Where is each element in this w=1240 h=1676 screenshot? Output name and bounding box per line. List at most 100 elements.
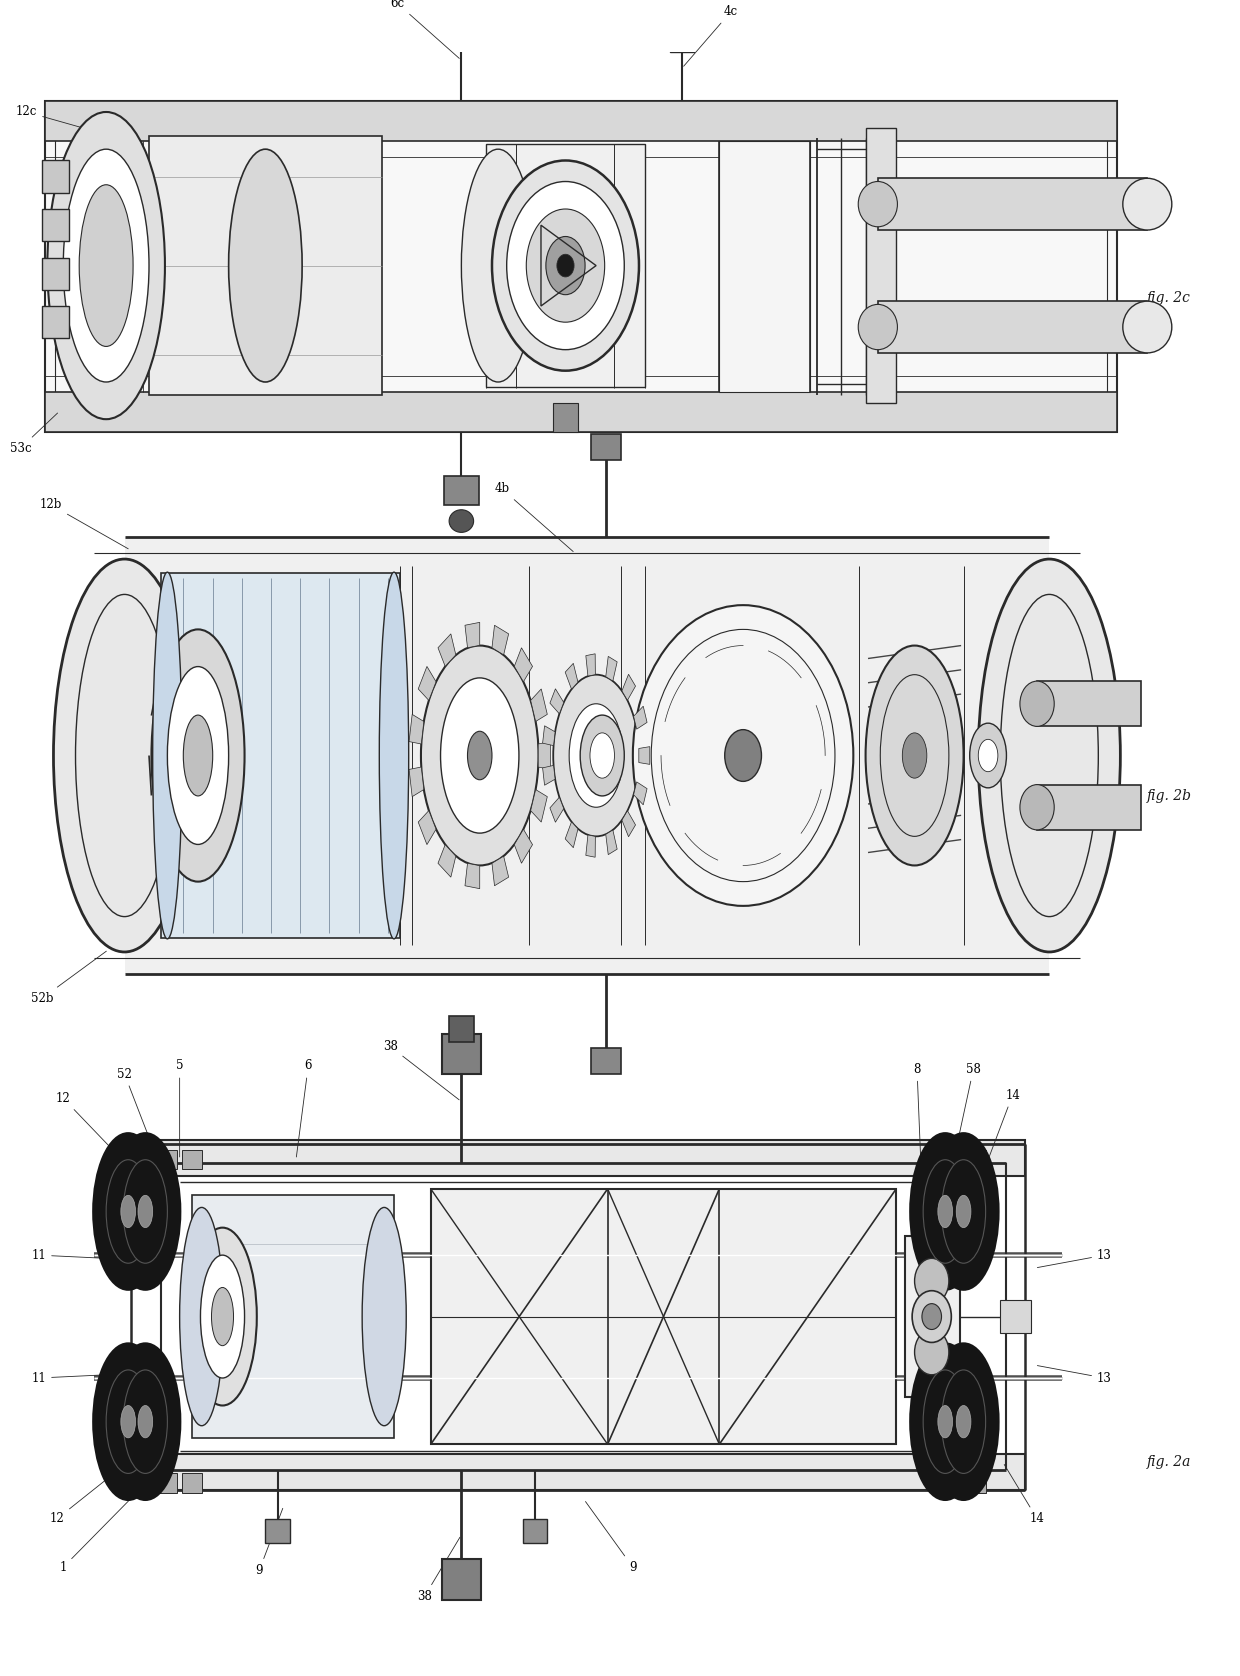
Text: 6c: 6c <box>391 0 459 59</box>
Ellipse shape <box>112 1344 180 1500</box>
Bar <box>42 161 69 193</box>
Ellipse shape <box>724 729 761 781</box>
Text: 13: 13 <box>1038 1249 1112 1267</box>
Bar <box>42 210 69 241</box>
Text: 58: 58 <box>955 1063 981 1156</box>
Polygon shape <box>492 856 508 887</box>
Ellipse shape <box>929 1344 998 1500</box>
Ellipse shape <box>911 1344 980 1500</box>
Bar <box>670 34 694 52</box>
Bar <box>45 101 1117 432</box>
Bar <box>130 1455 1024 1490</box>
Ellipse shape <box>440 677 518 833</box>
Text: 6: 6 <box>296 1059 312 1156</box>
Bar <box>157 1473 177 1493</box>
Polygon shape <box>409 714 424 744</box>
Polygon shape <box>418 811 436 845</box>
Polygon shape <box>622 674 636 701</box>
Ellipse shape <box>956 1406 971 1438</box>
Ellipse shape <box>153 572 182 939</box>
Bar <box>136 1207 161 1232</box>
Ellipse shape <box>941 1160 986 1264</box>
Bar <box>45 392 1117 432</box>
Bar <box>591 434 620 459</box>
Ellipse shape <box>107 1369 150 1473</box>
Ellipse shape <box>941 1369 986 1473</box>
Ellipse shape <box>188 1227 257 1406</box>
Ellipse shape <box>53 560 196 952</box>
Ellipse shape <box>167 667 228 845</box>
Bar <box>878 178 1147 230</box>
Bar <box>130 1140 1024 1177</box>
Ellipse shape <box>461 149 534 382</box>
Text: 52b: 52b <box>31 952 107 1004</box>
Polygon shape <box>549 798 564 823</box>
Bar <box>265 1518 290 1544</box>
Polygon shape <box>409 768 424 796</box>
Polygon shape <box>531 689 547 721</box>
Ellipse shape <box>201 1255 244 1378</box>
Ellipse shape <box>79 184 133 347</box>
Ellipse shape <box>492 161 639 370</box>
Text: fig. 2b: fig. 2b <box>1147 789 1193 803</box>
Ellipse shape <box>929 1135 998 1289</box>
Text: 9: 9 <box>255 1508 283 1577</box>
Polygon shape <box>515 830 532 863</box>
Polygon shape <box>543 766 556 786</box>
Polygon shape <box>606 657 618 680</box>
Polygon shape <box>634 783 647 804</box>
Polygon shape <box>634 706 647 729</box>
Bar <box>905 1235 960 1398</box>
Ellipse shape <box>956 1195 971 1227</box>
Ellipse shape <box>557 255 574 277</box>
Bar <box>450 0 472 3</box>
Ellipse shape <box>107 1160 150 1264</box>
Ellipse shape <box>978 739 998 771</box>
Ellipse shape <box>866 645 963 865</box>
Polygon shape <box>515 649 532 682</box>
Bar <box>522 1518 547 1544</box>
Bar <box>553 402 578 432</box>
Ellipse shape <box>923 1369 967 1473</box>
Bar <box>157 1150 177 1170</box>
Ellipse shape <box>590 732 615 778</box>
Bar <box>966 1150 986 1170</box>
Ellipse shape <box>1021 680 1054 726</box>
Ellipse shape <box>507 181 624 350</box>
Ellipse shape <box>467 731 492 779</box>
Polygon shape <box>565 664 578 689</box>
Ellipse shape <box>138 1195 153 1227</box>
Bar <box>42 258 69 290</box>
Text: 38: 38 <box>383 1041 459 1099</box>
Ellipse shape <box>911 1135 980 1289</box>
Bar <box>124 538 1049 974</box>
Text: 4c: 4c <box>683 5 738 67</box>
Ellipse shape <box>921 1304 941 1329</box>
Ellipse shape <box>94 1135 162 1289</box>
Bar <box>45 101 1117 141</box>
Polygon shape <box>465 622 480 647</box>
Ellipse shape <box>923 1160 967 1264</box>
Ellipse shape <box>970 722 1007 788</box>
Ellipse shape <box>228 149 303 382</box>
Text: 12: 12 <box>56 1091 131 1170</box>
Polygon shape <box>622 811 636 836</box>
Text: 11: 11 <box>31 1249 138 1262</box>
Ellipse shape <box>553 675 639 836</box>
Ellipse shape <box>120 1406 135 1438</box>
Polygon shape <box>418 667 436 701</box>
Bar <box>444 0 479 28</box>
Ellipse shape <box>526 210 605 322</box>
Polygon shape <box>492 625 508 655</box>
Bar <box>1001 1301 1030 1332</box>
Bar <box>878 302 1147 354</box>
Polygon shape <box>438 634 456 667</box>
Bar <box>444 476 479 504</box>
Bar <box>449 1016 474 1042</box>
Text: 53c: 53c <box>10 412 57 454</box>
Ellipse shape <box>180 1207 223 1426</box>
Ellipse shape <box>63 149 149 382</box>
Ellipse shape <box>94 1344 162 1500</box>
Ellipse shape <box>569 704 622 808</box>
Ellipse shape <box>1021 784 1054 830</box>
